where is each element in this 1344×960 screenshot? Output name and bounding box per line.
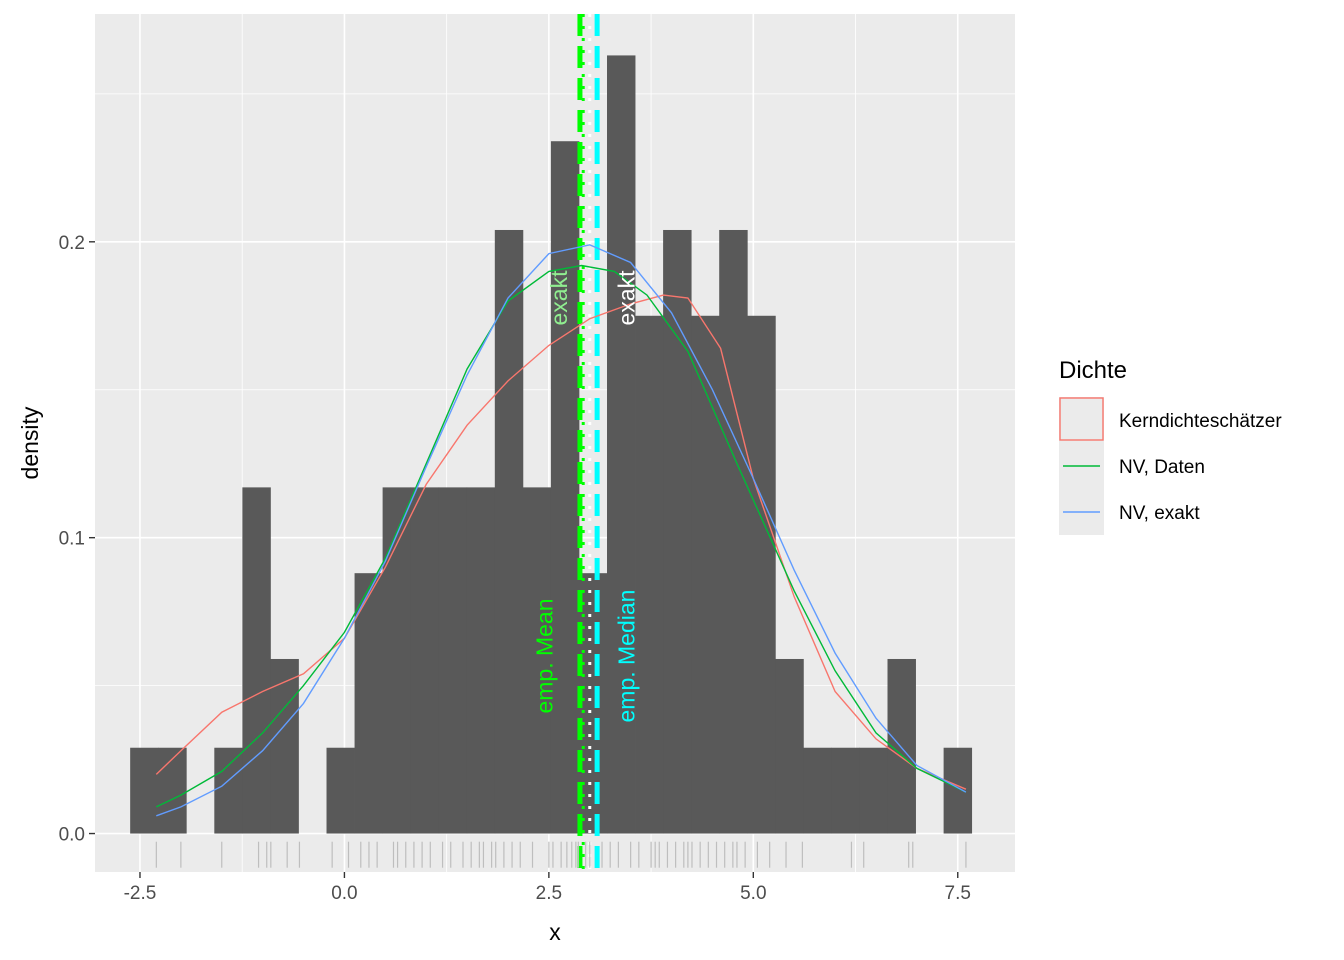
histogram-bar <box>803 747 832 834</box>
legend-title: Dichte <box>1059 357 1127 384</box>
vertical-reference-lines <box>577 14 600 872</box>
histogram-bar <box>831 747 860 834</box>
histogram-bar <box>130 747 159 834</box>
histogram-bar <box>438 487 468 834</box>
histogram-bar <box>747 315 776 834</box>
histogram-bar <box>691 315 720 834</box>
histogram-bar <box>242 487 271 834</box>
histogram-bar <box>494 229 524 834</box>
histogram-bar <box>859 747 888 834</box>
annotation-label: exakt <box>613 270 639 326</box>
density-curve <box>155 294 967 790</box>
histogram-bar <box>270 658 299 834</box>
histogram-bar <box>635 315 664 834</box>
histogram-bar <box>354 573 384 834</box>
x-tick-label: 2.5 <box>536 883 562 904</box>
legend-item-label: NV, Daten <box>1119 457 1205 478</box>
histogram-bar <box>410 487 440 834</box>
x-tick-label: 7.5 <box>945 883 971 904</box>
density-curve <box>155 264 967 808</box>
density-curves <box>155 244 967 817</box>
legend: Dichte Kerndichteschätzer NV, Daten NV, ex… <box>1059 357 1282 535</box>
x-tick-label: 0.0 <box>331 883 357 904</box>
y-axis: 0.0 0.1 0.2 <box>59 233 95 846</box>
x-tick-label: 5.0 <box>740 883 766 904</box>
histogram-bar <box>550 141 580 834</box>
histogram-bar <box>943 747 973 834</box>
legend-item-label: NV, exakt <box>1119 503 1200 524</box>
annotation-label: exakt <box>546 270 572 326</box>
annotations: emp. Mean emp. Median exakt exakt <box>531 270 639 723</box>
histogram-bar <box>719 229 748 834</box>
x-axis: -2.5 0.0 2.5 5.0 7.5 <box>124 872 971 904</box>
y-axis-title: density <box>17 406 43 479</box>
y-tick-label: 0.1 <box>59 529 85 550</box>
annotation-label: emp. Mean <box>531 598 557 713</box>
histogram-bar <box>214 747 243 834</box>
legend-item-label: Kerndichteschätzer <box>1119 411 1282 432</box>
histogram-bar <box>522 487 552 834</box>
histogram-bar <box>382 487 412 834</box>
histogram-bar <box>158 747 187 834</box>
density-curve <box>156 244 967 817</box>
histogram-bar <box>326 747 355 834</box>
histogram-bar <box>466 487 496 834</box>
x-tick-label: -2.5 <box>124 883 157 904</box>
histogram-bar <box>775 658 804 834</box>
y-tick-label: 0.0 <box>59 825 85 846</box>
histogram-bar <box>663 229 692 834</box>
rug-marks <box>155 841 967 868</box>
x-axis-title: x <box>549 919 561 945</box>
y-tick-label: 0.2 <box>59 233 85 254</box>
annotation-label: emp. Median <box>613 590 639 723</box>
histogram-bar <box>607 55 636 834</box>
legend-key-box <box>1059 397 1104 441</box>
